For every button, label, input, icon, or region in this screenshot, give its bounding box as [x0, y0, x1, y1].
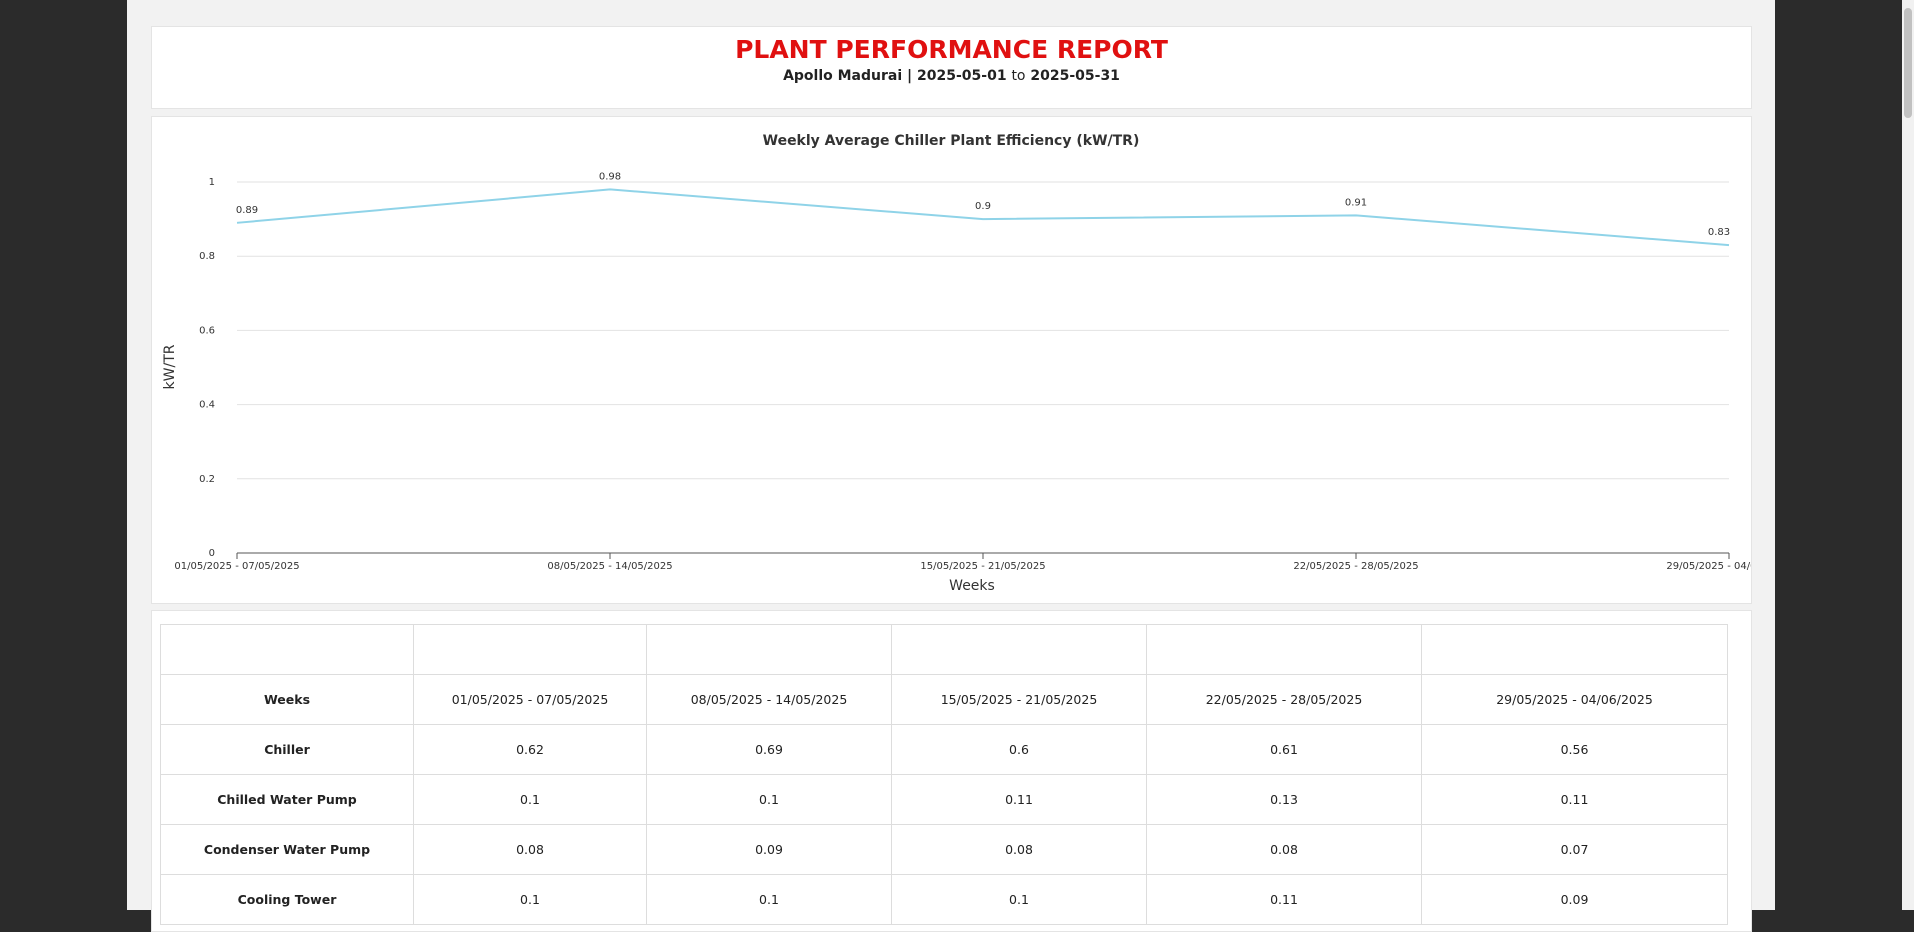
- cell: 0.1: [413, 874, 647, 925]
- column-header: 08/05/2025 - 14/05/2025: [646, 674, 892, 725]
- chart-card: Weekly Average Chiller Plant Efficiency …: [151, 116, 1752, 604]
- column-header: 15/05/2025 - 21/05/2025: [891, 674, 1147, 725]
- y-tick-label: 0: [209, 548, 215, 559]
- cell: 0.09: [646, 824, 892, 875]
- data-label: 0.91: [1345, 197, 1367, 208]
- data-label: 0.98: [599, 171, 621, 182]
- subtitle-start: Apollo Madurai | 2025-05-01: [783, 68, 1007, 84]
- x-tick-label: 08/05/2025 - 14/05/2025: [547, 561, 672, 572]
- cell: 0.1: [646, 874, 892, 925]
- cell: 0.6: [891, 724, 1147, 775]
- table-row: Chiller 0.62 0.69 0.6 0.61 0.56: [160, 724, 1728, 775]
- column-header: 29/05/2025 - 04/06/2025: [1421, 674, 1728, 725]
- report-header: PLANT PERFORMANCE REPORT Apollo Madurai …: [151, 26, 1752, 109]
- cell: 0.09: [1421, 874, 1728, 925]
- y-tick-label: 0.2: [199, 474, 215, 485]
- data-label: 0.9: [975, 201, 991, 212]
- cell: 0.11: [891, 774, 1147, 825]
- column-header: 22/05/2025 - 28/05/2025: [1146, 674, 1422, 725]
- y-tick-label: 0.6: [199, 325, 215, 336]
- column-header: Weeks: [160, 674, 414, 725]
- cell: 0.08: [891, 824, 1147, 875]
- scroll-thumb[interactable]: [1904, 8, 1912, 118]
- scrollbar[interactable]: [1902, 0, 1914, 910]
- report-subtitle: Apollo Madurai | 2025-05-01 to 2025-05-3…: [152, 68, 1751, 84]
- chart-title: Weekly Average Chiller Plant Efficiency …: [763, 133, 1140, 149]
- cell: 0.11: [1421, 774, 1728, 825]
- cell: 0.56: [1421, 724, 1728, 775]
- row-header: Condenser Water Pump: [160, 824, 414, 875]
- x-tick-label: 22/05/2025 - 28/05/2025: [1293, 561, 1418, 572]
- cell: 0.07: [1421, 824, 1728, 875]
- x-axis-label: Weeks: [949, 578, 995, 594]
- line: [236, 188, 1730, 247]
- chart: Weekly Average Chiller Plant Efficiency …: [162, 133, 1751, 594]
- screen: PLANT PERFORMANCE REPORT Apollo Madurai …: [127, 0, 1914, 932]
- cell: 0.1: [413, 774, 647, 825]
- report-page: PLANT PERFORMANCE REPORT Apollo Madurai …: [127, 0, 1775, 932]
- cell: 0.69: [646, 724, 892, 775]
- plot: 0 0.2 0.4 0.6 0.8 1 01/05/2025 - 07/05/2025 08/…: [174, 171, 1751, 572]
- data-label: 0.89: [236, 205, 258, 216]
- x-tick-label: 29/05/2025 - 04/06/2025: [1666, 561, 1751, 572]
- cell: 0.08: [413, 824, 647, 875]
- table-card: Weeks 01/05/2025 - 07/05/2025 08/05/2025 -…: [151, 610, 1752, 932]
- cell: 0.11: [1146, 874, 1422, 925]
- blank-row: [160, 624, 1728, 675]
- row-header: Chilled Water Pump: [160, 774, 414, 825]
- row-header: Chiller: [160, 724, 414, 775]
- table-row: Chilled Water Pump 0.1 0.1 0.11 0.13 0.11: [160, 774, 1728, 825]
- table-row: Cooling Tower 0.1 0.1 0.1 0.11 0.09: [160, 874, 1728, 925]
- column-header: 01/05/2025 - 07/05/2025: [413, 674, 647, 725]
- data-table: Weeks 01/05/2025 - 07/05/2025 08/05/2025 -…: [160, 624, 1728, 925]
- x-tick-label: 15/05/2025 - 21/05/2025: [920, 561, 1045, 572]
- subtitle-join: to: [1011, 68, 1026, 84]
- cell: 0.08: [1146, 824, 1422, 875]
- row-header: Cooling Tower: [160, 874, 414, 925]
- header-row: Weeks 01/05/2025 - 07/05/2025 08/05/2025 -…: [160, 674, 1728, 725]
- cell: 0.62: [413, 724, 647, 775]
- x-tick-label: 01/05/2025 - 07/05/2025: [174, 561, 299, 572]
- cell: 0.1: [891, 874, 1147, 925]
- table-row: Condenser Water Pump 0.08 0.09 0.08 0.08 0.07: [160, 824, 1728, 875]
- cell: 0.1: [646, 774, 892, 825]
- y-axis-label: kW/TR: [162, 344, 178, 389]
- y-tick-label: 0.4: [199, 400, 215, 411]
- y-tick-label: 0.8: [199, 251, 215, 262]
- y-tick-label: 1: [209, 177, 215, 188]
- cell: 0.61: [1146, 724, 1422, 775]
- report-title: PLANT PERFORMANCE REPORT: [735, 35, 1168, 64]
- subtitle-end: 2025-05-31: [1030, 68, 1120, 84]
- data-label: 0.83: [1708, 227, 1730, 238]
- cell: 0.13: [1146, 774, 1422, 825]
